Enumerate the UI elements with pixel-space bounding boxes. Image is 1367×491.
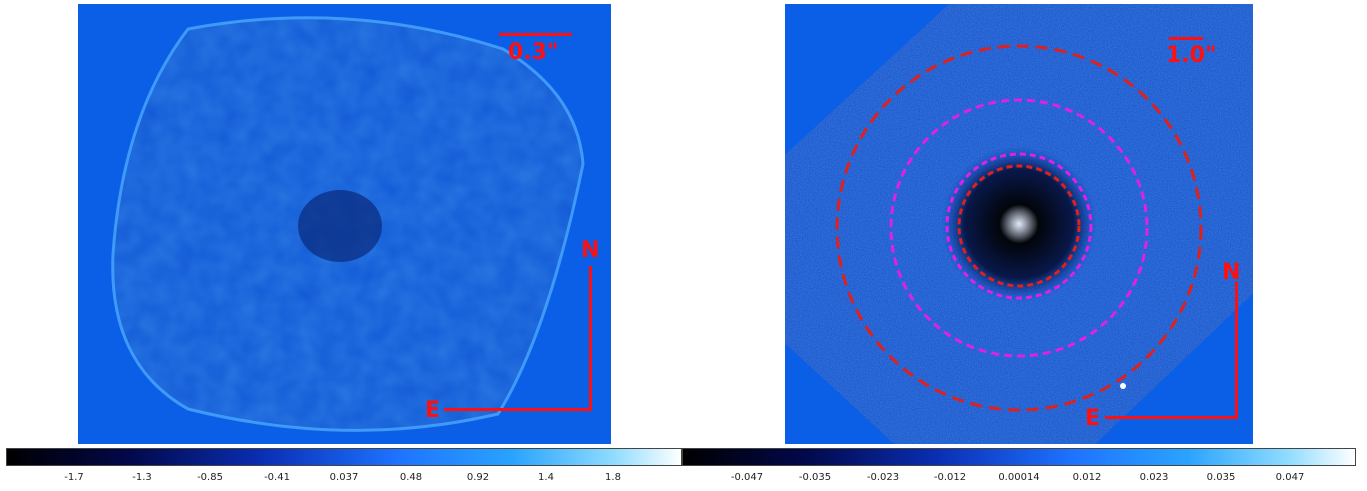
colorbar-tick: -0.047 bbox=[730, 472, 764, 483]
colorbar-tick: -0.85 bbox=[197, 472, 223, 483]
colorbar-tick: -1.3 bbox=[132, 472, 152, 483]
inner-magenta-ring bbox=[945, 152, 1093, 300]
right-colorbar bbox=[682, 448, 1356, 466]
colorbar-tick: 0.035 bbox=[1206, 472, 1236, 483]
compass-north-label: N bbox=[1222, 260, 1241, 285]
compass-east-label: E bbox=[425, 398, 441, 423]
scale-bar-line bbox=[1169, 37, 1203, 40]
right-colorbar-ticks: -0.047 -0.035 -0.023 -0.012 0.00014 0.01… bbox=[0, 472, 1367, 488]
colorbar-tick: 0.012 bbox=[1072, 472, 1102, 483]
colorbar-tick: 0.037 bbox=[329, 472, 359, 483]
left-colorbar bbox=[6, 448, 682, 466]
right-image-panel: 1.0" N E bbox=[785, 4, 1253, 444]
scale-bar-label: 0.3" bbox=[508, 40, 559, 65]
left-image-panel: 0.3" N E bbox=[78, 4, 611, 444]
colorbar-tick: -0.023 bbox=[866, 472, 900, 483]
colorbar-tick: -1.7 bbox=[64, 472, 84, 483]
colorbar-tick: -0.41 bbox=[264, 472, 290, 483]
colorbar-tick: -0.035 bbox=[798, 472, 832, 483]
colorbar-tick: 0.047 bbox=[1275, 472, 1305, 483]
compass-north-label: N bbox=[581, 238, 600, 263]
left-residual-image bbox=[78, 4, 611, 444]
colorbar-tick: 0.48 bbox=[399, 472, 423, 483]
colorbar-tick: 1.8 bbox=[605, 472, 621, 483]
point-source bbox=[1120, 383, 1126, 389]
compass-north-arm bbox=[1235, 282, 1238, 419]
scale-bar-label: 1.0" bbox=[1166, 43, 1217, 68]
inner-red-ring bbox=[957, 164, 1081, 288]
compass-east-arm bbox=[1105, 416, 1238, 419]
central-speckle-core bbox=[941, 146, 1097, 302]
left-colorbar-ticks: -1.7 -1.3 -0.85 -0.41 0.037 0.48 0.92 1.… bbox=[0, 472, 683, 488]
colorbar-tick: 0.00014 bbox=[998, 472, 1040, 483]
compass-east-arm bbox=[444, 408, 592, 411]
colorbar-tick: -0.012 bbox=[933, 472, 967, 483]
compass-north-arm bbox=[589, 266, 592, 410]
outer-red-ring bbox=[835, 44, 1203, 412]
colorbar-tick: 1.4 bbox=[538, 472, 554, 483]
central-residual-blob bbox=[298, 190, 382, 262]
colorbar-tick: 0.023 bbox=[1139, 472, 1169, 483]
middle-magenta-ring bbox=[889, 98, 1149, 358]
right-residual-image bbox=[785, 4, 1253, 444]
scale-bar-line bbox=[499, 33, 572, 36]
compass-east-label: E bbox=[1085, 406, 1101, 431]
speckle-halo-edge bbox=[111, 16, 585, 432]
colorbar-tick: 0.92 bbox=[466, 472, 490, 483]
